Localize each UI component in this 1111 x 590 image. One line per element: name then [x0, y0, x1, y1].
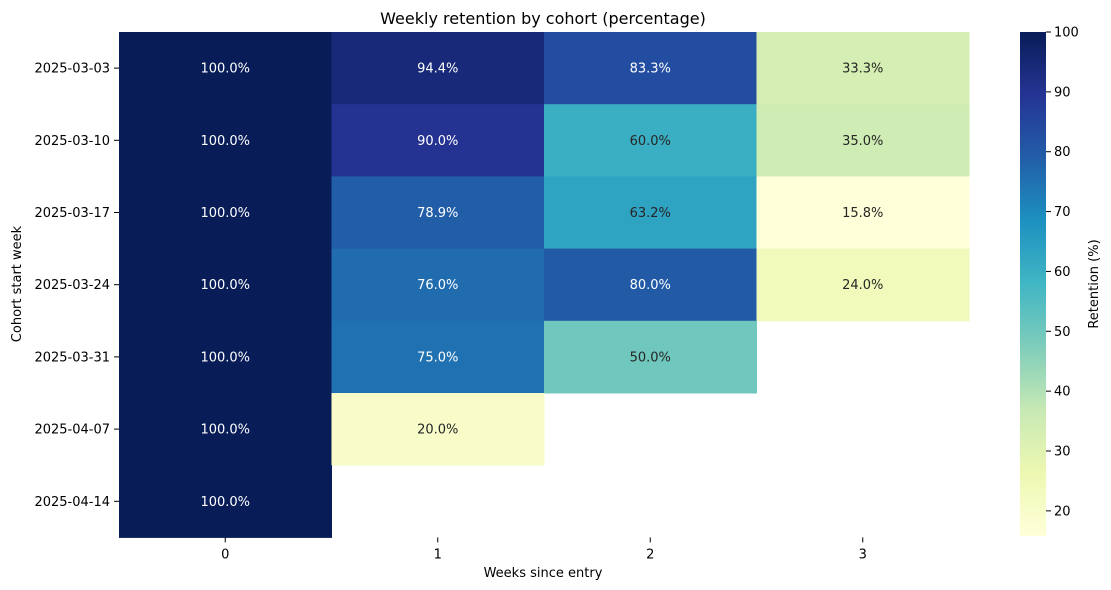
- y-tick-label: 2025-03-31: [34, 350, 110, 365]
- heatmap-cell: [331, 393, 545, 466]
- heatmap-cell-label: 60.0%: [630, 134, 671, 149]
- heatmap-cell: [331, 32, 545, 105]
- chart-title: Weekly retention by cohort (percentage): [380, 9, 706, 28]
- heatmap-cell-label: 35.0%: [842, 134, 883, 149]
- y-tick-label: 2025-04-07: [34, 423, 110, 438]
- colorbar-tick-label: 100: [1054, 26, 1079, 41]
- heatmap-cell-label: 80.0%: [630, 278, 671, 293]
- x-tick-label: 0: [221, 547, 229, 562]
- heatmap-cell: [331, 104, 545, 177]
- heatmap-cell: [119, 248, 332, 322]
- heatmap-cell-label: 100.0%: [200, 495, 250, 510]
- y-axis-ticks: 2025-03-03 2025-03-10 2025-03-17 2025-03-24…: [34, 62, 119, 510]
- heatmap-cell-label: 20.0%: [417, 423, 458, 438]
- heatmap-cell: [331, 248, 545, 322]
- heatmap-cell: [544, 320, 757, 394]
- heatmap-cell-label: 100.0%: [200, 62, 250, 77]
- heatmap-cells: 100.0% 94.4% 83.3% 33.3% 100.0% 90.0% 60.0% 35.…: [119, 32, 970, 538]
- heatmap-cell-label: 90.0%: [417, 134, 458, 149]
- x-tick-label: 3: [859, 547, 867, 562]
- colorbar-label: Retention (%): [1087, 239, 1102, 328]
- y-tick-label: 2025-03-24: [34, 278, 110, 293]
- heatmap-cell: [119, 32, 332, 105]
- heatmap-cell-label: 76.0%: [417, 278, 458, 293]
- heatmap-cell-label: 100.0%: [200, 206, 250, 221]
- heatmap-cell-label: 33.3%: [842, 62, 883, 77]
- colorbar-tick-label: 80: [1054, 145, 1071, 160]
- heatmap-cell: [756, 248, 970, 322]
- y-tick-label: 2025-03-17: [34, 206, 110, 221]
- heatmap-cell-label: 100.0%: [200, 134, 250, 149]
- heatmap-cell-label: 50.0%: [630, 350, 671, 365]
- heatmap-cell: [544, 104, 757, 177]
- heatmap-cell-label: 15.8%: [842, 206, 883, 221]
- heatmap-cell: [331, 320, 545, 394]
- heatmap-cell-label: 83.3%: [630, 62, 671, 77]
- heatmap-cell-label: 75.0%: [417, 350, 458, 365]
- colorbar-gradient: [1020, 32, 1046, 536]
- heatmap-cell: [119, 104, 332, 177]
- colorbar-tick-label: 60: [1054, 265, 1071, 280]
- colorbar-tick-label: 50: [1054, 325, 1071, 340]
- heatmap-cell: [331, 176, 545, 250]
- colorbar: 20 30 40 50 60 70 80 90 100: [1020, 26, 1079, 536]
- heatmap-cell: [756, 104, 970, 177]
- y-tick-label: 2025-04-14: [34, 495, 110, 510]
- colorbar-tick-label: 20: [1054, 504, 1071, 519]
- colorbar-tick-label: 30: [1054, 445, 1071, 460]
- heatmap-cell-label: 63.2%: [630, 206, 671, 221]
- y-axis-label: Cohort start week: [10, 225, 25, 342]
- x-axis-ticks: 0 1 2 3: [221, 537, 867, 562]
- colorbar-tick-label: 40: [1054, 385, 1071, 400]
- heatmap-cell-label: 78.9%: [417, 206, 458, 221]
- heatmap-cell-label: 100.0%: [200, 350, 250, 365]
- heatmap-cell: [756, 176, 970, 250]
- heatmap-cell: [119, 393, 332, 466]
- colorbar-tick-label: 90: [1054, 85, 1071, 100]
- heatmap-cell: [544, 248, 757, 322]
- colorbar-tick-label: 70: [1054, 205, 1071, 220]
- y-tick-label: 2025-03-03: [34, 62, 110, 77]
- heatmap-cell-label: 100.0%: [200, 423, 250, 438]
- heatmap-cell: [119, 465, 332, 538]
- x-tick-label: 1: [434, 547, 442, 562]
- heatmap-cell: [119, 176, 332, 250]
- x-axis-label: Weeks since entry: [484, 566, 603, 581]
- x-tick-label: 2: [646, 547, 654, 562]
- heatmap-cell: [544, 176, 757, 250]
- heatmap-cell-label: 24.0%: [842, 278, 883, 293]
- heatmap-cell: [756, 32, 970, 105]
- heatmap-cell-label: 94.4%: [417, 62, 458, 77]
- heatmap-cell-label: 100.0%: [200, 278, 250, 293]
- y-tick-label: 2025-03-10: [34, 134, 110, 149]
- heatmap-cell: [119, 320, 332, 394]
- heatmap-cell: [544, 32, 757, 105]
